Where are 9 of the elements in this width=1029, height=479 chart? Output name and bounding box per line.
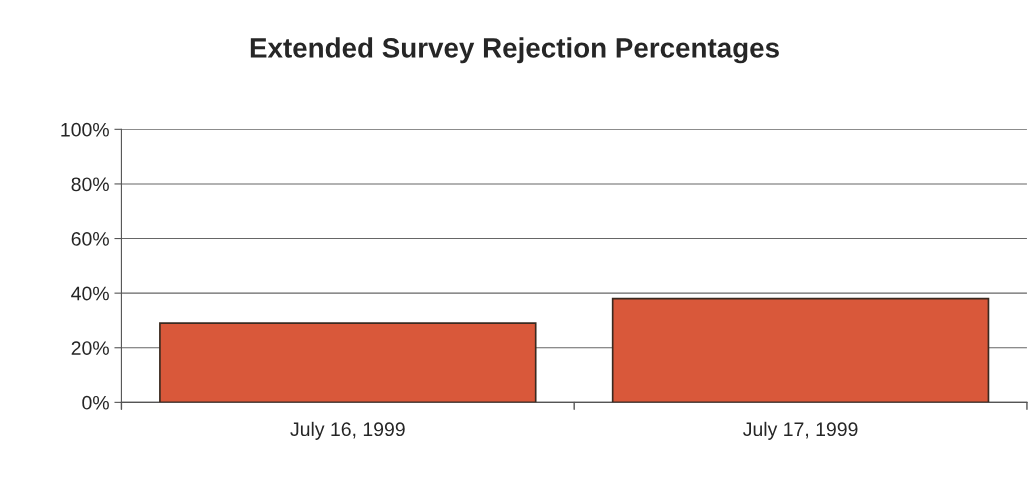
y-tick-label: 100%: [61, 122, 109, 137]
y-tick-label: 0%: [82, 395, 109, 410]
chart-title: Extended Survey Rejection Percentages: [250, 37, 779, 64]
y-tick-label: 20%: [71, 341, 109, 355]
y-tick-label: 40%: [71, 286, 109, 301]
y-tick-label: 80%: [71, 177, 109, 192]
x-tick-label: July 17, 1999: [743, 421, 858, 440]
y-tick-label: 60%: [71, 232, 109, 246]
x-tick-label: July 16, 1999: [290, 421, 405, 440]
